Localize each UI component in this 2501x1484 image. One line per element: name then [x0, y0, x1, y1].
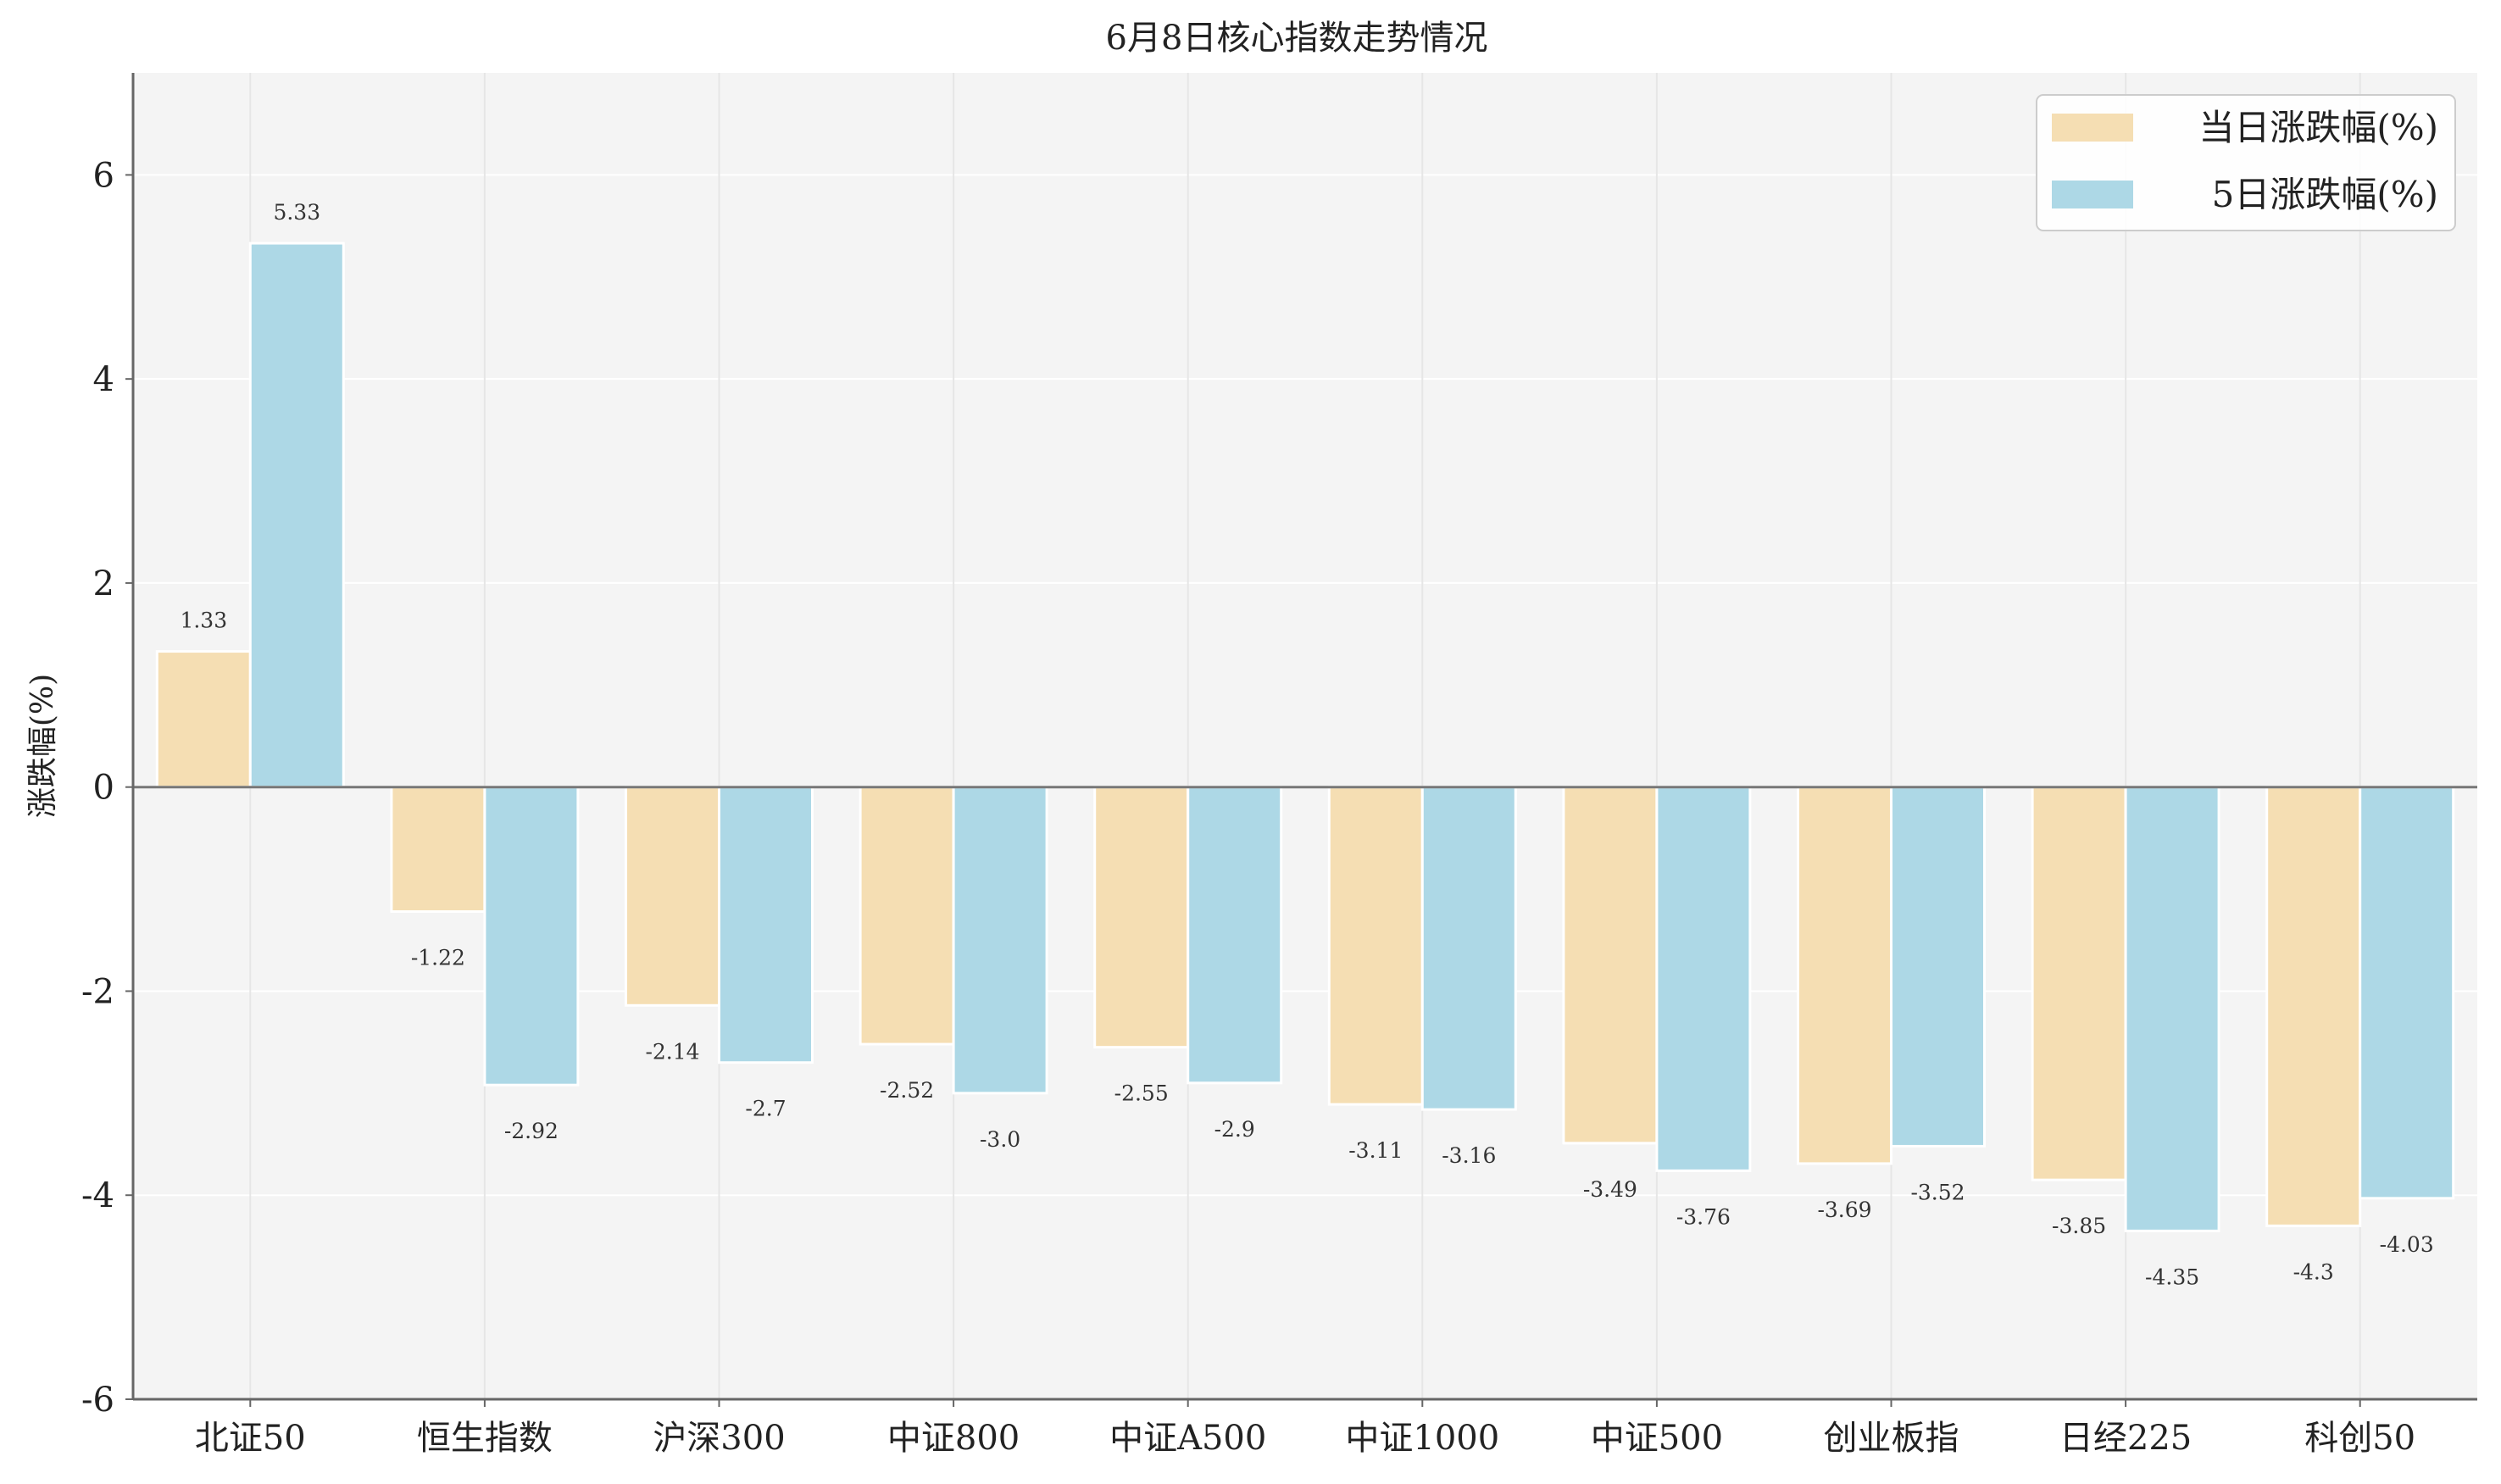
bar-s0-9 — [2265, 786, 2362, 1227]
data-label-s0-4: -2.55 — [1114, 1081, 1169, 1106]
bar-s1-3 — [952, 786, 1048, 1095]
data-label-s0-0: 1.33 — [180, 609, 227, 633]
bar-s1-6 — [1655, 786, 1752, 1172]
data-label-s1-2: -2.7 — [745, 1097, 786, 1121]
bar-s1-1 — [483, 786, 580, 1087]
bars — [155, 242, 2455, 1232]
data-label-s1-1: -2.92 — [504, 1119, 559, 1143]
y-axis-label: 涨跌幅(%) — [25, 674, 60, 818]
data-label-s0-7: -3.69 — [1817, 1198, 1871, 1222]
bar-s1-7 — [1890, 786, 1986, 1148]
data-label-s1-7: -3.52 — [1910, 1180, 1965, 1204]
data-label-s0-9: -4.3 — [2293, 1259, 2334, 1284]
y-tick-label-4: 2 — [93, 564, 114, 603]
data-label-s0-6: -3.49 — [1583, 1177, 1637, 1202]
tick-labels: -6 -4 -2 0 2 4 6 北证50 恒生指数 沪深300 中证800 中证A500 中证1000… — [81, 156, 2415, 1458]
data-label-s1-9: -4.03 — [2380, 1232, 2434, 1257]
bar-s1-8 — [2124, 786, 2220, 1232]
data-label-s0-1: -1.22 — [411, 946, 465, 970]
bar-s0-1 — [390, 786, 486, 914]
data-label-s0-2: -2.14 — [645, 1039, 699, 1064]
x-tick-label-6: 中证500 — [1591, 1419, 1723, 1458]
y-tick-label-2: -2 — [81, 972, 114, 1011]
data-labels: 1.33 -1.22 -2.14 -2.52 -2.55 -3.11 -3.49 -3.69 -… — [180, 200, 2433, 1289]
legend-swatch-0 — [2052, 114, 2133, 142]
data-label-s1-4: -2.9 — [1214, 1117, 1255, 1142]
x-tick-label-2: 沪深300 — [653, 1419, 785, 1458]
bar-s1-9 — [2359, 786, 2455, 1200]
bar-s1-0 — [248, 242, 345, 789]
data-label-s1-3: -3.0 — [980, 1127, 1020, 1152]
data-label-s1-6: -3.76 — [1676, 1204, 1731, 1229]
bar-s0-6 — [1562, 786, 1659, 1145]
bar-s0-8 — [2031, 786, 2127, 1181]
x-tick-label-4: 中证A500 — [1109, 1419, 1266, 1458]
x-tick-label-0: 北证50 — [195, 1419, 306, 1458]
x-tick-label-7: 创业板指 — [1824, 1419, 1959, 1458]
axes — [131, 73, 2477, 1401]
data-label-s1-5: -3.16 — [1442, 1143, 1496, 1168]
legend-label-0: 当日涨跌幅(%) — [2198, 107, 2438, 148]
x-tick-label-8: 日经225 — [2059, 1419, 2192, 1458]
data-label-s1-8: -4.35 — [2145, 1264, 2199, 1289]
data-label-s0-5: -3.11 — [1348, 1138, 1403, 1163]
bar-s1-4 — [1187, 786, 1283, 1085]
x-tick-label-1: 恒生指数 — [417, 1419, 553, 1458]
y-tick-label-6: 6 — [93, 156, 114, 195]
y-tick-label-0: -6 — [81, 1381, 114, 1420]
legend: 当日涨跌幅(%) 5日涨跌幅(%) — [2036, 94, 2456, 231]
legend-box — [2036, 94, 2456, 231]
x-tick-label-9: 科创50 — [2304, 1419, 2415, 1458]
legend-swatch-1 — [2052, 181, 2133, 208]
bar-s1-5 — [1420, 786, 1517, 1111]
x-tick-label-3: 中证800 — [887, 1419, 1020, 1458]
y-tick-label-3: 0 — [93, 769, 114, 808]
x-tick-label-5: 中证1000 — [1345, 1419, 1499, 1458]
bar-s0-3 — [859, 786, 955, 1046]
legend-label-1: 5日涨跌幅(%) — [2212, 174, 2438, 215]
bar-s1-2 — [718, 786, 814, 1064]
y-tick-label-5: 4 — [93, 360, 114, 399]
bar-s0-2 — [625, 786, 720, 1007]
bar-s0-0 — [155, 650, 252, 789]
data-label-s0-3: -2.52 — [880, 1078, 934, 1103]
data-label-s0-8: -3.85 — [2052, 1214, 2106, 1238]
y-tick-label-1: -4 — [81, 1176, 114, 1215]
data-label-s1-0: 5.33 — [273, 200, 320, 225]
bar-s0-5 — [1327, 786, 1424, 1106]
chart-title: 6月8日核心指数走势情况 — [1106, 19, 1488, 58]
bar-s0-7 — [1797, 786, 1892, 1165]
bar-s0-4 — [1093, 786, 1190, 1049]
